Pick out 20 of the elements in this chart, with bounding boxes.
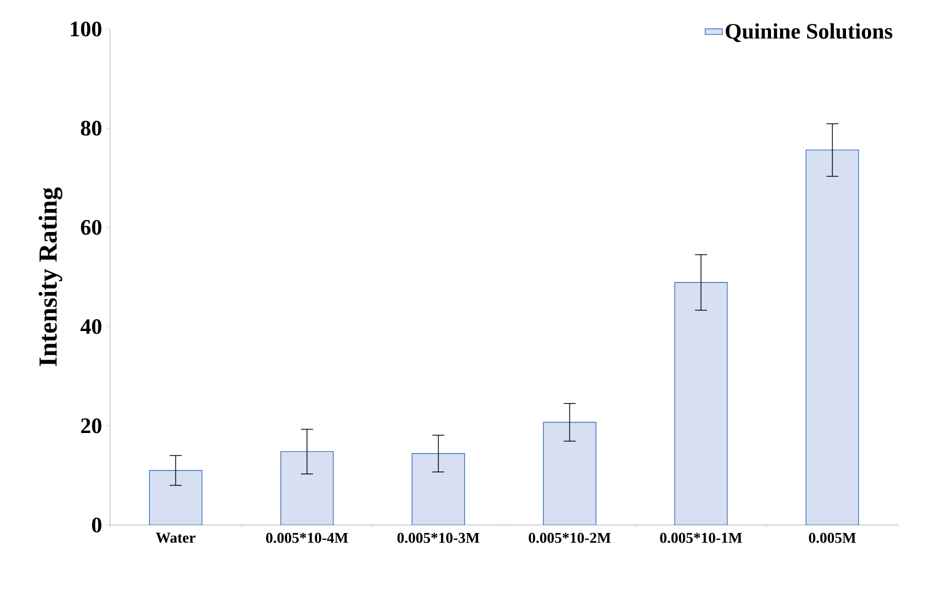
bar [280, 451, 334, 525]
x-tick-label: 0.005*10-1M [660, 532, 742, 543]
y-tick-label: 100 [70, 22, 102, 36]
x-tick-label: 0.005M [808, 532, 856, 543]
bar [674, 282, 728, 525]
bar [543, 422, 596, 525]
bar [412, 453, 466, 525]
x-tick-label: 0.005*10-2M [528, 532, 611, 543]
y-tick-label: 0 [92, 518, 102, 532]
y-axis-title: Intensity Rating [38, 187, 62, 366]
x-tick-label: 0.005*10-4M [266, 532, 348, 543]
bar [806, 150, 860, 525]
legend-label: Quinine Solutions [726, 23, 892, 42]
y-tick-label: 80 [80, 120, 102, 136]
y-tick-label: 20 [81, 418, 102, 434]
bar [149, 470, 202, 525]
y-tick-label: 40 [80, 319, 102, 334]
x-tick-label: 0.005*10-3M [397, 532, 480, 543]
y-tick-label: 60 [80, 220, 102, 235]
x-tick-label: Water [156, 532, 196, 543]
